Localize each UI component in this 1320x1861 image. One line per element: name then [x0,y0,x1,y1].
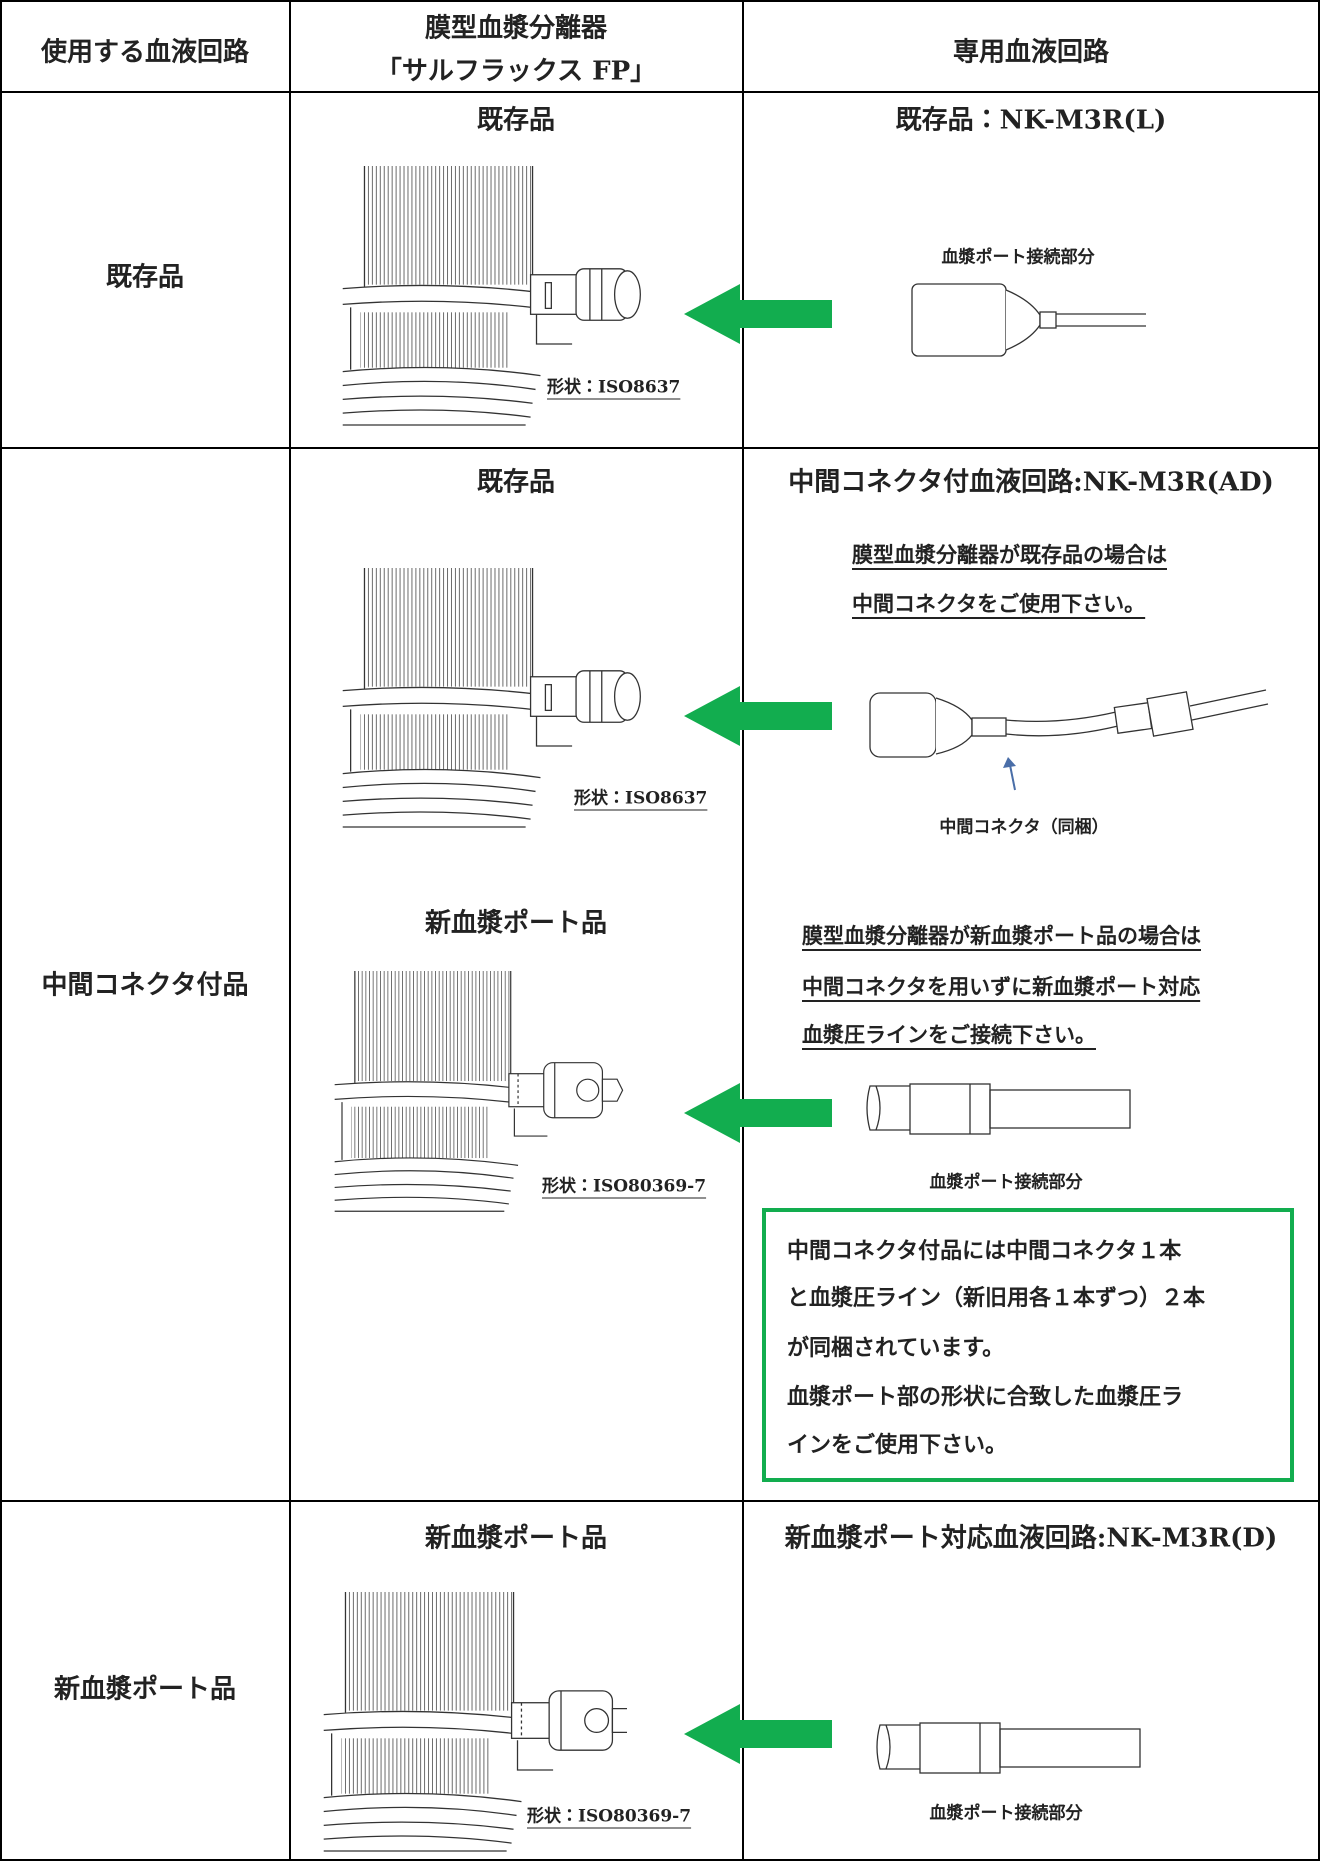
note: 膜型血漿分離器が既存品の場合は [852,542,1167,567]
box-text: 中間コネクタ付品には中間コネクタ１本 [787,1238,1182,1264]
shape-label: 形状：ISO8637 [547,377,681,398]
header-cell: 専用血液回路 [952,37,1110,68]
header-cell: 使用する血液回路 [40,37,250,68]
shape-label: 形状：ISO80369-7 [542,1176,707,1197]
connect-arrow [684,686,832,746]
header-cell: 膜型血漿分離器 [424,13,608,44]
connect-arrow [684,1704,832,1764]
connect-arrow [684,284,832,344]
note: 膜型血漿分離器が新血漿ポート品の場合は [802,923,1201,948]
header-cell: 「サルフラックス FP」 [375,56,657,87]
separator-title: 既存品 [476,105,556,136]
circuit-illustration [869,689,1269,758]
separator-title: 新血漿ポート品 [424,1523,608,1554]
row-label: 新血漿ポート品 [53,1674,237,1705]
caption: 血漿ポート接続部分 [929,1803,1083,1824]
circuit-illustration [876,1722,1141,1774]
note-box [762,1208,1294,1482]
row-label: 既存品 [105,262,185,293]
box-text: と血漿圧ライン（新旧用各１本ずつ）２本 [787,1285,1206,1311]
note: 血漿圧ラインをご接続下さい。 [802,1022,1096,1047]
shape-label: 形状：ISO8637 [574,788,708,809]
shape-label: 形状：ISO80369-7 [527,1806,692,1827]
circuit-title: 新血漿ポート対応血液回路:NK-M3R(D) [784,1523,1278,1554]
note: 中間コネクタを用いずに新血漿ポート対応 [802,974,1201,999]
circuit-title: 既存品：NK-M3R(L) [895,105,1167,136]
connect-arrow [684,1083,832,1143]
box-text: インをご使用下さい。 [787,1432,1008,1458]
box-text: 血漿ポート部の形状に合致した血漿圧ラ [787,1384,1184,1410]
note: 中間コネクタをご使用下さい。 [852,591,1146,616]
caption: 中間コネクタ（同梱） [939,817,1109,838]
caption: 血漿ポート接続部分 [929,1172,1083,1193]
box-text: が同梱されています。 [787,1335,1005,1361]
circuit-illustration [911,283,1146,357]
circuit-illustration [866,1083,1131,1135]
caption: 血漿ポート接続部分 [941,247,1095,268]
row-label: 中間コネクタ付品 [41,970,249,1001]
pointer-arrow [1003,757,1016,791]
separator-title: 既存品 [476,467,556,498]
separator-title: 新血漿ポート品 [424,908,608,939]
circuit-title: 中間コネクタ付血液回路:NK-M3R(AD) [788,467,1274,498]
